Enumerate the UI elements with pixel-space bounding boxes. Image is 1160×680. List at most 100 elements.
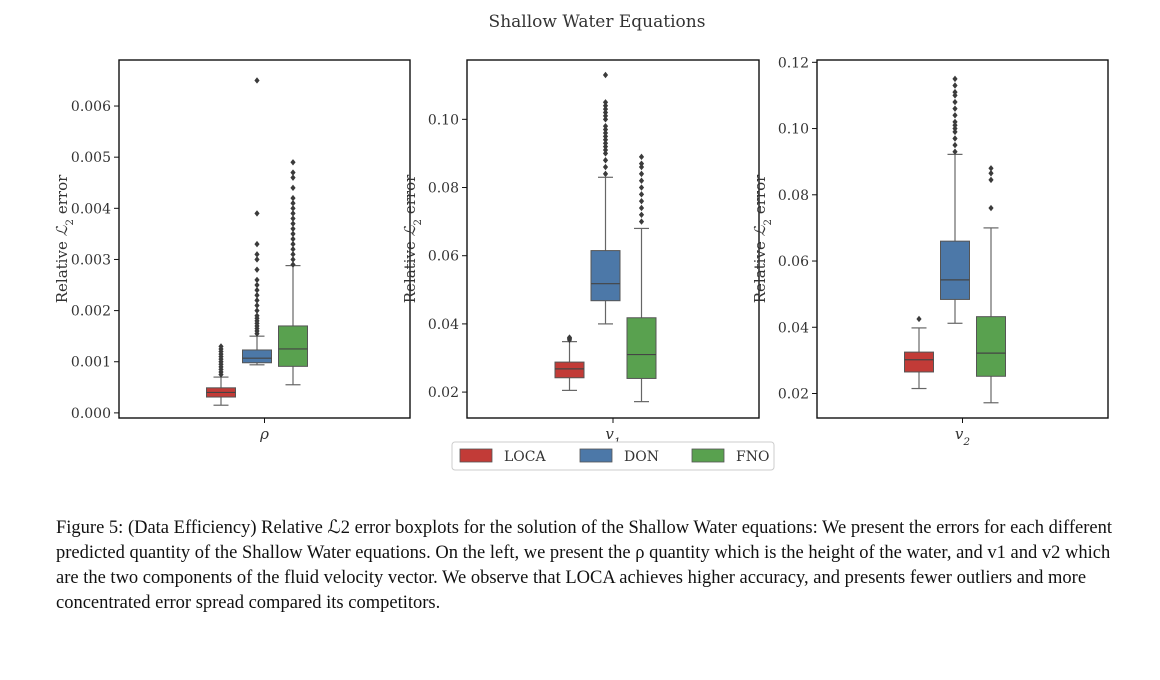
box-fno bbox=[626, 153, 657, 403]
outlier-point bbox=[602, 136, 609, 143]
outlier-point bbox=[254, 256, 260, 263]
y-tick-label: 0.003 bbox=[71, 252, 111, 268]
outlier-point bbox=[290, 225, 296, 232]
outlier-point bbox=[638, 197, 645, 205]
y-tick-label: 0.02 bbox=[428, 385, 459, 401]
outlier-point bbox=[952, 148, 958, 155]
y-tick-label: 0.10 bbox=[428, 112, 459, 128]
outlier-point bbox=[916, 315, 922, 323]
figure-suptitle: Shallow Water Equations bbox=[489, 12, 706, 32]
outlier-point bbox=[254, 297, 260, 304]
y-axis-label: Relative ℒ2 error bbox=[53, 174, 76, 303]
outlier-point bbox=[988, 170, 994, 177]
outlier-point bbox=[952, 125, 958, 132]
outlier-point bbox=[254, 251, 260, 258]
outlier-point bbox=[638, 160, 645, 167]
box-loca bbox=[206, 343, 236, 406]
box-iqr bbox=[242, 349, 272, 364]
outlier-point bbox=[952, 75, 958, 83]
outlier-point bbox=[254, 240, 260, 248]
outlier-point bbox=[602, 109, 609, 116]
outlier-point bbox=[952, 118, 958, 126]
outlier-point bbox=[602, 129, 609, 137]
x-category-label: ρ bbox=[259, 425, 269, 443]
panel-frame bbox=[466, 59, 760, 419]
box-fno bbox=[976, 165, 1006, 404]
outlier-point bbox=[290, 174, 296, 181]
outlier-point bbox=[290, 200, 296, 207]
outlier-point bbox=[988, 204, 994, 212]
outlier-point bbox=[218, 343, 224, 350]
y-tick-label: 0.04 bbox=[428, 317, 459, 333]
legend-swatch-loca bbox=[459, 448, 493, 463]
outlier-point bbox=[602, 150, 609, 157]
box-don bbox=[940, 75, 970, 324]
outlier-point bbox=[638, 177, 645, 184]
outlier-point bbox=[638, 153, 645, 161]
outlier-point bbox=[290, 261, 296, 268]
figure-caption: Figure 5: (Data Efficiency) Relative ℒ2 … bbox=[56, 518, 1112, 613]
outlier-point bbox=[254, 77, 260, 84]
outlier-point bbox=[290, 205, 296, 212]
panel-1: 0.000 0.001 0.002 0.003 0.004 0.005 0.006 Relat… bbox=[53, 59, 411, 443]
x-category-label: v2 bbox=[955, 425, 970, 448]
box-iqr bbox=[278, 325, 308, 367]
outlier-point bbox=[602, 126, 609, 133]
outlier-point bbox=[602, 143, 609, 150]
outlier-point bbox=[602, 133, 609, 140]
outlier-point bbox=[566, 334, 573, 341]
y-tick-label: 0.005 bbox=[71, 150, 111, 166]
outlier-point bbox=[290, 210, 296, 217]
outlier-point bbox=[254, 286, 260, 294]
outlier-point bbox=[254, 302, 260, 309]
outlier-point bbox=[290, 169, 296, 176]
outlier-point bbox=[290, 230, 296, 238]
outlier-point bbox=[602, 116, 609, 123]
y-tick-label: 0.10 bbox=[778, 122, 809, 138]
box-don bbox=[242, 77, 272, 366]
y-tick-label: 0.06 bbox=[778, 254, 809, 270]
y-tick-label: 0.04 bbox=[778, 320, 809, 336]
outlier-point bbox=[254, 276, 260, 284]
outlier-point bbox=[602, 163, 609, 171]
y-axis-label: Relative ℒ2 error bbox=[751, 174, 774, 303]
outlier-point bbox=[290, 184, 296, 192]
outlier-point bbox=[254, 210, 260, 217]
y-tick-label: 0.08 bbox=[778, 188, 809, 204]
panels: 0.000 0.001 0.002 0.003 0.004 0.005 0.006 Relat… bbox=[53, 55, 1109, 448]
panel-frame bbox=[118, 59, 411, 419]
outlier-point bbox=[254, 307, 260, 314]
outlier-point bbox=[952, 92, 958, 99]
outlier-point bbox=[638, 218, 645, 225]
legend: LOCA DON FNO bbox=[451, 441, 775, 471]
outlier-point bbox=[290, 159, 296, 166]
outlier-point bbox=[290, 235, 296, 243]
outlier-point bbox=[952, 141, 958, 149]
outlier-point bbox=[988, 165, 994, 172]
box-iqr bbox=[626, 317, 657, 379]
panel-frame bbox=[816, 59, 1109, 419]
outlier-point bbox=[952, 88, 958, 96]
outlier-point bbox=[952, 135, 958, 142]
outlier-point bbox=[952, 98, 958, 106]
box-iqr bbox=[590, 250, 621, 302]
outlier-point bbox=[254, 281, 260, 289]
box-iqr bbox=[976, 316, 1006, 377]
box-iqr bbox=[554, 361, 585, 379]
outlier-point bbox=[602, 99, 609, 106]
outlier-point bbox=[638, 211, 645, 218]
box-don bbox=[590, 71, 621, 325]
legend-label-don: DON bbox=[624, 449, 659, 465]
outlier-point bbox=[952, 82, 958, 89]
outlier-point bbox=[602, 105, 609, 113]
outlier-point bbox=[952, 112, 958, 119]
outlier-point bbox=[602, 139, 609, 147]
outlier-point bbox=[638, 170, 645, 178]
y-tick-label: 0.004 bbox=[71, 201, 111, 217]
box-loca bbox=[554, 334, 585, 391]
outlier-point bbox=[638, 184, 645, 191]
y-tick-label: 0.06 bbox=[428, 249, 459, 265]
outlier-point bbox=[638, 163, 645, 171]
outlier-point bbox=[254, 266, 260, 273]
